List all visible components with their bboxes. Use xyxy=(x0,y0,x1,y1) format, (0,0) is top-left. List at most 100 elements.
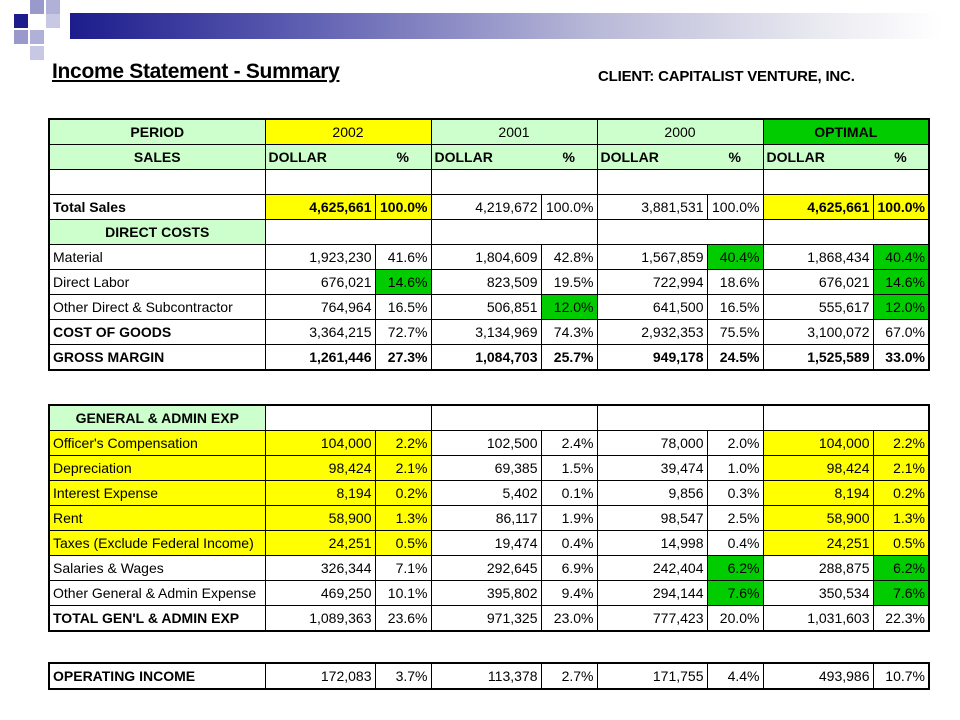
material-row: Material 1,923,230 41.6% 1,804,609 42.8%… xyxy=(48,244,930,270)
value-cell: 493,986 xyxy=(762,662,874,690)
value-cell: 0.2% xyxy=(374,480,432,506)
taxes-row: Taxes (Exclude Federal Income) 24,251 0.… xyxy=(48,530,930,556)
blank-cell xyxy=(264,219,432,245)
value-cell: 1,031,603 xyxy=(762,605,874,632)
value-cell: 40.4% xyxy=(872,244,930,270)
section-heading: DIRECT COSTS xyxy=(48,219,266,245)
blank-cell xyxy=(48,169,266,195)
other-direct-row: Other Direct & Subcontractor 764,964 16.… xyxy=(48,294,930,320)
value-cell: 16.5% xyxy=(706,294,764,320)
value-cell: 722,994 xyxy=(596,269,708,295)
value-cell: 395,802 xyxy=(430,580,542,606)
value-cell: 22.3% xyxy=(872,605,930,632)
value-cell: 12.0% xyxy=(872,294,930,320)
dollar-header: DOLLAR xyxy=(264,144,375,170)
blank-cell xyxy=(596,219,764,245)
value-cell: 0.5% xyxy=(872,530,930,556)
value-cell: 350,534 xyxy=(762,580,874,606)
blank-cell xyxy=(762,219,930,245)
row-label: Rent xyxy=(48,505,266,531)
value-cell: 100.0% xyxy=(706,194,764,220)
page-title: Income Statement - Summary xyxy=(52,60,340,83)
value-cell: 98,547 xyxy=(596,505,708,531)
value-cell: 18.6% xyxy=(706,269,764,295)
period-optimal: OPTIMAL xyxy=(762,118,930,145)
row-label: Interest Expense xyxy=(48,480,266,506)
value-cell: 3,100,072 xyxy=(762,319,874,345)
blank-cell xyxy=(430,169,598,195)
value-cell: 72.7% xyxy=(374,319,432,345)
value-cell: 0.1% xyxy=(540,480,598,506)
value-cell: 292,645 xyxy=(430,555,542,581)
value-cell: 3,134,969 xyxy=(430,319,542,345)
dollar-header: DOLLAR xyxy=(762,144,873,170)
value-cell: 14,998 xyxy=(596,530,708,556)
value-cell: 764,964 xyxy=(264,294,376,320)
dollar-header: DOLLAR xyxy=(430,144,541,170)
value-cell: 58,900 xyxy=(264,505,376,531)
value-cell: 3,364,215 xyxy=(264,319,376,345)
blank-cell xyxy=(430,404,598,431)
value-cell: 641,500 xyxy=(596,294,708,320)
value-cell: 75.5% xyxy=(706,319,764,345)
value-cell: 1.3% xyxy=(872,505,930,531)
value-cell: 172,083 xyxy=(264,662,376,690)
decor-square-lilac-2 xyxy=(46,0,60,14)
row-label: COST OF GOODS xyxy=(48,319,266,345)
direct-costs-heading-row: DIRECT COSTS xyxy=(48,219,930,245)
value-cell: 6.9% xyxy=(540,555,598,581)
value-cell: 33.0% xyxy=(872,344,930,371)
row-label: OPERATING INCOME xyxy=(48,662,266,690)
period-row: PERIOD 2002 2001 2000 OPTIMAL xyxy=(48,118,930,145)
decor-square-lilac-4 xyxy=(30,30,44,44)
value-cell: 24,251 xyxy=(762,530,874,556)
value-cell: 2.4% xyxy=(540,430,598,456)
value-cell: 40.4% xyxy=(706,244,764,270)
value-cell: 1,089,363 xyxy=(264,605,376,632)
value-cell: 10.1% xyxy=(374,580,432,606)
row-label: Taxes (Exclude Federal Income) xyxy=(48,530,266,556)
row-label: Other General & Admin Expense xyxy=(48,580,266,606)
row-label: Other Direct & Subcontractor xyxy=(48,294,266,320)
value-cell: 98,424 xyxy=(762,455,874,481)
value-cell: 294,144 xyxy=(596,580,708,606)
value-cell: 4,219,672 xyxy=(430,194,542,220)
decor-square-lilac-3 xyxy=(14,30,28,44)
depreciation-row: Depreciation 98,424 2.1% 69,385 1.5% 39,… xyxy=(48,455,930,481)
row-label: Officer's Compensation xyxy=(48,430,266,456)
value-cell: 69,385 xyxy=(430,455,542,481)
gross-margin-row: GROSS MARGIN 1,261,446 27.3% 1,084,703 2… xyxy=(48,344,930,371)
value-cell: 3.7% xyxy=(374,662,432,690)
period-2001: 2001 xyxy=(430,118,598,145)
value-cell: 6.2% xyxy=(872,555,930,581)
value-cell: 2.0% xyxy=(706,430,764,456)
sales-label: SALES xyxy=(48,144,266,170)
value-cell: 16.5% xyxy=(374,294,432,320)
row-label: Total Sales xyxy=(48,194,266,220)
value-cell: 2.1% xyxy=(374,455,432,481)
salaries-row: Salaries & Wages 326,344 7.1% 292,645 6.… xyxy=(48,555,930,581)
value-cell: 326,344 xyxy=(264,555,376,581)
blank-cell xyxy=(596,404,764,431)
value-cell: 14.6% xyxy=(872,269,930,295)
value-cell: 2.1% xyxy=(872,455,930,481)
value-cell: 676,021 xyxy=(762,269,874,295)
period-2002: 2002 xyxy=(264,118,432,145)
value-cell: 2.2% xyxy=(374,430,432,456)
value-cell: 78,000 xyxy=(596,430,708,456)
value-cell: 242,404 xyxy=(596,555,708,581)
blank-cell xyxy=(596,169,764,195)
row-label: Salaries & Wages xyxy=(48,555,266,581)
value-cell: 74.3% xyxy=(540,319,598,345)
value-cell: 555,617 xyxy=(762,294,874,320)
value-cell: 102,500 xyxy=(430,430,542,456)
value-cell: 19.5% xyxy=(540,269,598,295)
period-2000: 2000 xyxy=(596,118,764,145)
decor-square-lilac-1 xyxy=(30,0,44,14)
value-cell: 24.5% xyxy=(706,344,764,371)
value-cell: 1.9% xyxy=(540,505,598,531)
value-cell: 171,755 xyxy=(596,662,708,690)
value-cell: 0.2% xyxy=(872,480,930,506)
value-cell: 100.0% xyxy=(374,194,432,220)
blank-cell xyxy=(762,169,930,195)
